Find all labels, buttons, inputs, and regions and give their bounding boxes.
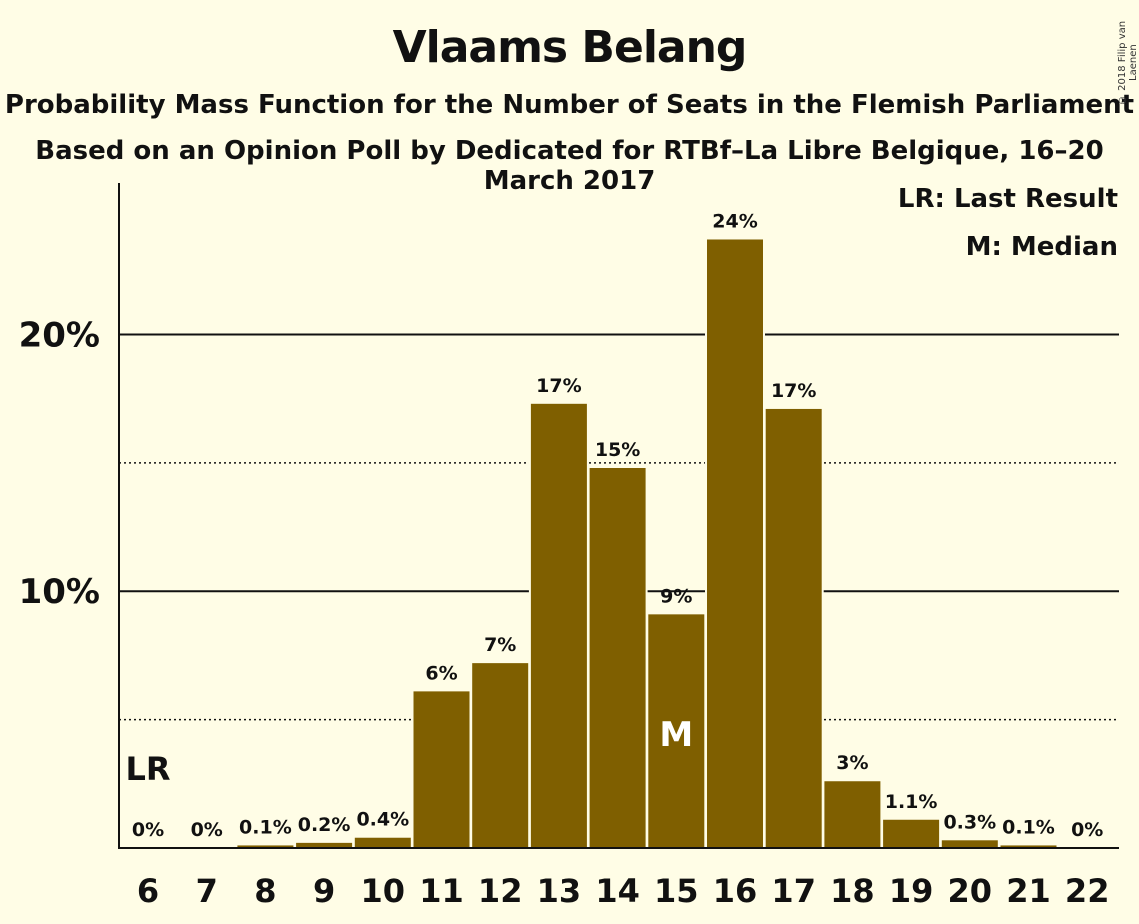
- x-tick-label: 8: [254, 872, 276, 910]
- x-tick-label: 21: [1006, 872, 1051, 910]
- bar: [1000, 845, 1057, 848]
- bar: [707, 239, 763, 849]
- chart-subtitle-source: Based on an Opinion Poll by Dedicated fo…: [35, 136, 1104, 196]
- bar: [648, 614, 705, 848]
- bar: [883, 819, 940, 848]
- x-tick-label: 22: [1065, 872, 1110, 910]
- x-tick-label: 14: [595, 872, 640, 910]
- data-label: 9%: [660, 585, 692, 607]
- bar: [765, 408, 822, 848]
- legend-median: M: Median: [965, 232, 1118, 262]
- median-marker: M: [659, 715, 693, 755]
- data-label: 0.1%: [239, 816, 292, 838]
- x-tick-label: 12: [478, 872, 523, 910]
- x-tick-label: 17: [771, 872, 816, 910]
- data-label: 0%: [1071, 819, 1103, 841]
- x-tick-label: 15: [654, 872, 699, 910]
- data-label: 0.4%: [356, 809, 409, 831]
- bar: [530, 403, 587, 848]
- legend-last-result: LR: Last Result: [897, 184, 1118, 214]
- data-label: 1.1%: [885, 791, 938, 813]
- last-result-marker: LR: [125, 750, 170, 788]
- data-label: 24%: [712, 210, 757, 232]
- data-label: 0%: [191, 819, 223, 841]
- data-label: 0.2%: [298, 814, 351, 836]
- x-tick-label: 18: [830, 872, 875, 910]
- bar: [941, 840, 998, 848]
- data-label: 0.1%: [1002, 816, 1055, 838]
- data-label: 0.3%: [943, 811, 996, 833]
- y-tick-label: 20%: [19, 315, 100, 355]
- x-tick-label: 20: [948, 872, 993, 910]
- bar: [237, 845, 294, 848]
- data-label: 7%: [484, 634, 516, 656]
- x-tick-label: 13: [537, 872, 582, 910]
- bar: [589, 468, 646, 848]
- data-label: 17%: [536, 375, 581, 397]
- bar: [824, 781, 881, 848]
- data-label: 3%: [836, 752, 868, 774]
- x-tick-label: 9: [313, 872, 335, 910]
- x-tick-label: 10: [361, 872, 406, 910]
- chart-subtitle: Probability Mass Function for the Number…: [4, 90, 1135, 120]
- data-label: 0%: [132, 819, 164, 841]
- x-tick-label: 11: [419, 872, 464, 910]
- bar: [413, 691, 470, 848]
- bar: [472, 663, 529, 848]
- x-tick-label: 7: [196, 872, 218, 910]
- bar: [354, 837, 411, 848]
- data-label: 15%: [595, 439, 640, 461]
- x-tick-label: 16: [713, 872, 758, 910]
- data-label: 6%: [425, 662, 457, 684]
- y-tick-label: 10%: [19, 572, 100, 612]
- data-label: 17%: [771, 380, 816, 402]
- chart-title: Vlaams Belang: [392, 22, 748, 73]
- x-tick-label: 19: [889, 872, 934, 910]
- x-tick-label: 6: [137, 872, 159, 910]
- bar: [296, 842, 353, 848]
